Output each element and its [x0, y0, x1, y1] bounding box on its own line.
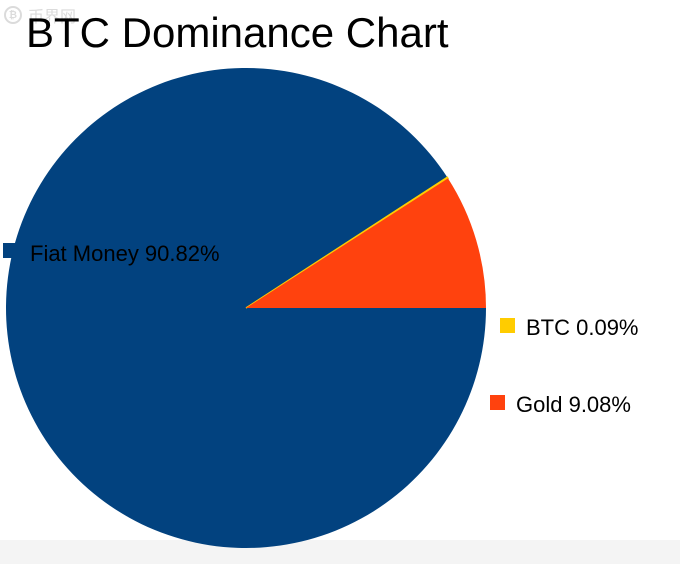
slice-label-fiat-money: Fiat Money 90.82%	[30, 241, 220, 266]
legend-swatch-fiat-money	[3, 243, 18, 258]
pie-slices	[6, 67, 487, 548]
chart-title: BTC Dominance Chart	[26, 9, 449, 56]
slice-labels: Fiat Money 90.82% BTC 0.09% Gold 9.08%	[3, 241, 639, 417]
slice-label-gold: Gold 9.08%	[516, 392, 631, 417]
legend-swatch-btc	[500, 318, 515, 333]
bottom-band	[0, 540, 680, 564]
legend-swatch-gold	[490, 395, 505, 410]
watermark-text: 币界网	[28, 9, 77, 26]
bitcoin-coin-icon: ₿	[4, 6, 22, 24]
pie-slice-gold	[246, 178, 486, 308]
watermark: ₿ 币界网	[4, 4, 108, 26]
slice-label-btc: BTC 0.09%	[526, 315, 639, 340]
pie-slice-btc	[245, 176, 450, 309]
